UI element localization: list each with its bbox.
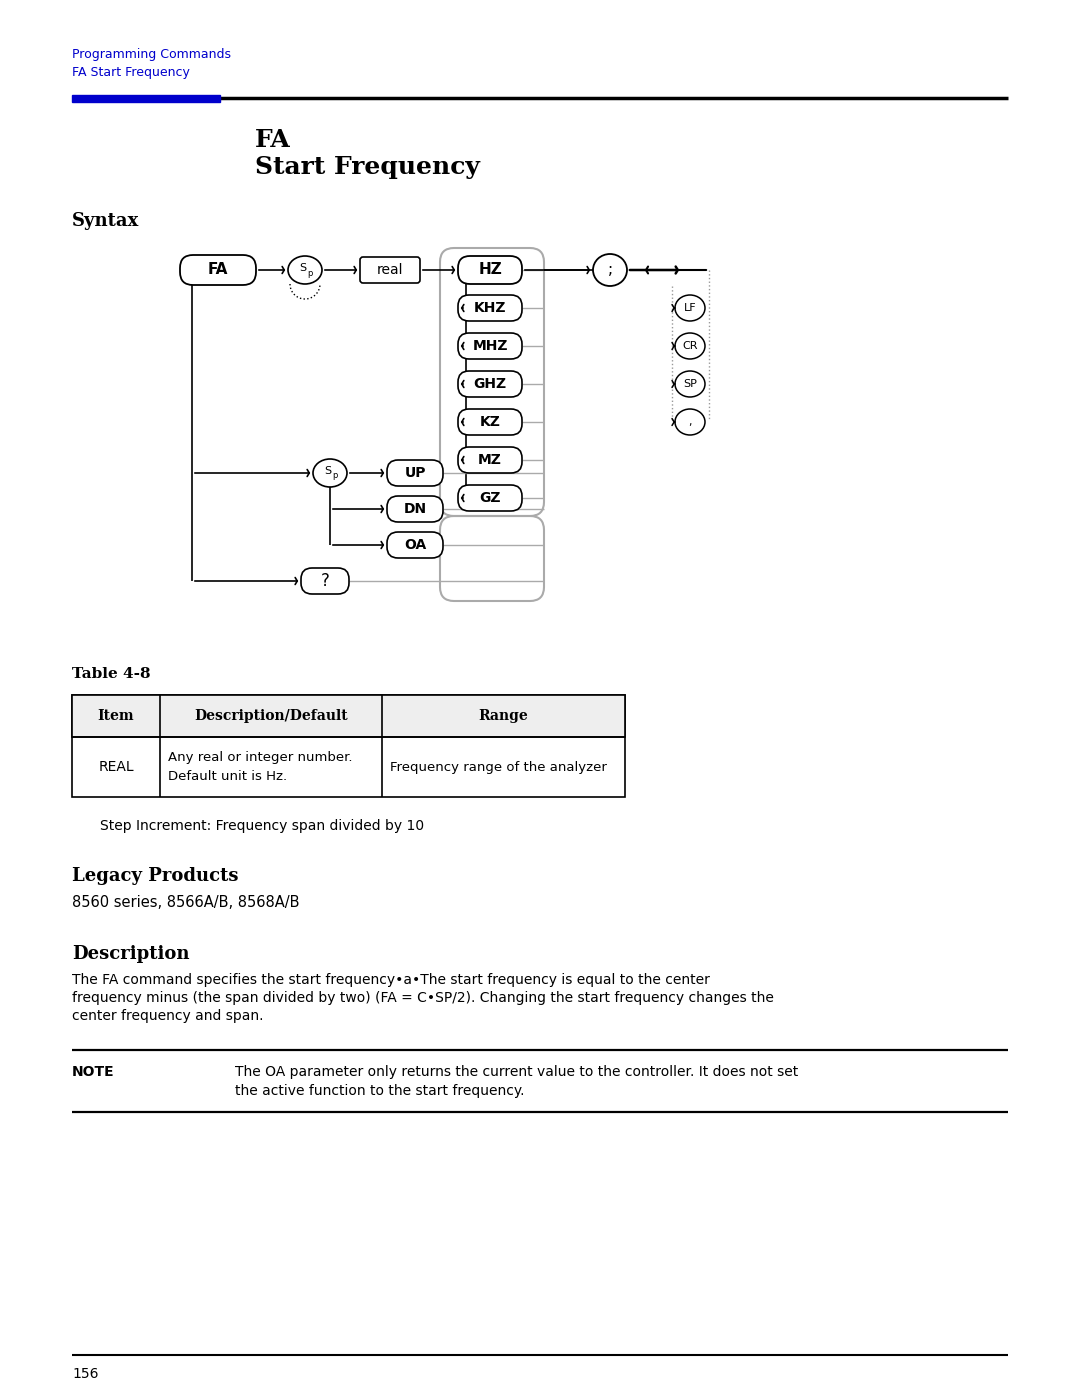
Text: LF: LF [684,303,697,313]
Text: HZ: HZ [478,263,502,278]
FancyBboxPatch shape [458,256,522,284]
Bar [72,694,625,798]
Text: ;: ; [607,263,612,278]
FancyBboxPatch shape [458,447,522,474]
FancyBboxPatch shape [458,332,522,359]
FancyBboxPatch shape [458,372,522,397]
Ellipse shape [313,460,347,488]
FancyBboxPatch shape [387,460,443,486]
Text: MZ: MZ [478,453,502,467]
Ellipse shape [675,372,705,397]
Text: SP: SP [683,379,697,388]
Text: 156: 156 [72,1368,98,1382]
Text: KZ: KZ [480,415,500,429]
Ellipse shape [288,256,322,284]
Text: Legacy Products: Legacy Products [72,868,239,886]
Ellipse shape [675,295,705,321]
Text: The FA command specifies the start frequency•a•The start frequency is equal to t: The FA command specifies the start frequ… [72,972,710,988]
Text: S: S [299,263,307,272]
Text: OA: OA [404,538,427,552]
Ellipse shape [593,254,627,286]
Text: Frequency range of the analyzer: Frequency range of the analyzer [390,760,607,774]
FancyBboxPatch shape [458,409,522,434]
Text: Start Frequency: Start Frequency [255,155,480,179]
FancyBboxPatch shape [387,496,443,522]
Text: FA Start Frequency: FA Start Frequency [72,66,190,80]
Text: UP: UP [404,467,426,481]
Text: Step Increment: Frequency span divided by 10: Step Increment: Frequency span divided b… [100,819,424,833]
Text: Default unit is Hz.: Default unit is Hz. [168,770,287,782]
Text: p: p [333,472,338,481]
Text: Range: Range [478,710,528,724]
Text: Description/Default: Description/Default [194,710,348,724]
FancyBboxPatch shape [458,485,522,511]
Text: DN: DN [404,502,427,515]
Text: NOTE: NOTE [72,1065,114,1078]
FancyBboxPatch shape [458,295,522,321]
Text: Table 4-8: Table 4-8 [72,666,150,680]
Text: Programming Commands: Programming Commands [72,47,231,61]
Text: CR: CR [683,341,698,351]
FancyBboxPatch shape [387,532,443,557]
Text: Description: Description [72,944,189,963]
Text: frequency minus (the span divided by two) (FA = C•SP/2). Changing the start freq: frequency minus (the span divided by two… [72,990,774,1004]
Text: 8560 series, 8566A/B, 8568A/B: 8560 series, 8566A/B, 8568A/B [72,895,299,909]
Text: the active function to the start frequency.: the active function to the start frequen… [235,1084,525,1098]
FancyBboxPatch shape [180,256,256,285]
Ellipse shape [675,409,705,434]
FancyBboxPatch shape [301,569,349,594]
Text: KHZ: KHZ [474,300,507,314]
Text: The OA parameter only returns the current value to the controller. It does not s: The OA parameter only returns the curren… [235,1065,798,1078]
Text: center frequency and span.: center frequency and span. [72,1009,264,1023]
Text: GHZ: GHZ [473,377,507,391]
Text: S: S [324,467,332,476]
Text: real: real [377,263,403,277]
Ellipse shape [675,332,705,359]
Text: REAL: REAL [98,760,134,774]
Text: Syntax: Syntax [72,212,139,231]
Text: ?: ? [321,571,329,590]
Text: Any real or integer number.: Any real or integer number. [168,752,352,764]
Text: GZ: GZ [480,490,501,504]
FancyBboxPatch shape [360,257,420,284]
Text: FA: FA [255,129,291,152]
Bar [72,694,625,738]
Text: FA: FA [207,263,228,278]
Text: p: p [308,268,313,278]
Text: ,: , [688,416,692,427]
Text: Item: Item [97,710,134,724]
Text: MHZ: MHZ [472,339,508,353]
Bar [72,95,220,102]
